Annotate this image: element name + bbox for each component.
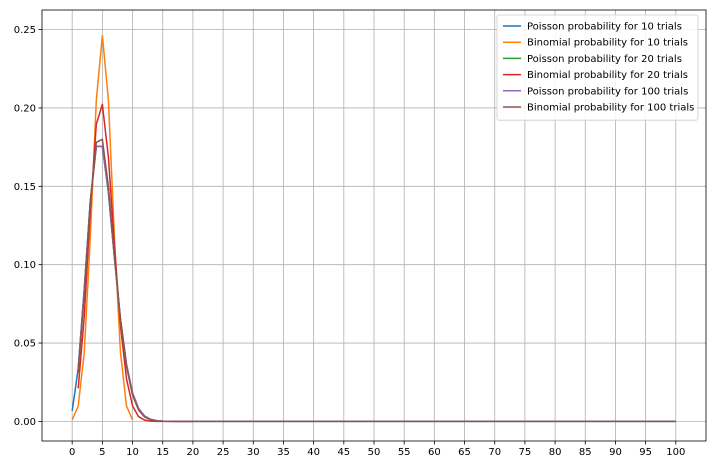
x-tick-label: 60 bbox=[428, 447, 441, 458]
x-axis: 0 5 10 15 20 25 30 35 40 45 50 55 60 65 70 75 80 85 90 95 10… bbox=[69, 441, 685, 458]
legend-label: Binomial probability for 100 trials bbox=[527, 103, 694, 114]
series-layer bbox=[71, 34, 676, 423]
series-line-2 bbox=[71, 34, 134, 421]
y-tick-label: 0.10 bbox=[14, 260, 36, 271]
x-tick-label: 35 bbox=[277, 447, 290, 458]
x-tick-label: 95 bbox=[639, 447, 652, 458]
x-tick-label: 25 bbox=[217, 447, 230, 458]
legend-label: Poisson probability for 100 trials bbox=[527, 86, 688, 97]
x-tick-label: 100 bbox=[666, 447, 685, 458]
y-tick-label: 0.15 bbox=[14, 182, 36, 193]
x-tick-label: 65 bbox=[458, 447, 471, 458]
legend-label: Binomial probability for 20 trials bbox=[527, 70, 688, 81]
x-tick-label: 85 bbox=[579, 447, 592, 458]
x-tick-label: 0 bbox=[69, 447, 75, 458]
y-tick-label: 0.05 bbox=[14, 339, 36, 350]
legend-label: Binomial probability for 10 trials bbox=[527, 38, 688, 49]
legend-label: Poisson probability for 10 trials bbox=[527, 22, 682, 33]
legend: Poisson probability for 10 trials Binomia… bbox=[496, 14, 699, 121]
x-tick-label: 50 bbox=[368, 447, 381, 458]
y-tick-label: 0.25 bbox=[14, 25, 36, 36]
x-tick-label: 30 bbox=[247, 447, 260, 458]
legend-label: Poisson probability for 20 trials bbox=[527, 54, 682, 65]
x-tick-label: 55 bbox=[398, 447, 411, 458]
y-tick-label: 0.00 bbox=[14, 417, 36, 428]
x-tick-label: 40 bbox=[307, 447, 320, 458]
x-tick-label: 15 bbox=[156, 447, 169, 458]
y-axis: 0.00 0.05 0.10 0.15 0.20 0.25 bbox=[14, 25, 42, 428]
x-tick-label: 20 bbox=[187, 447, 200, 458]
legend-box bbox=[496, 14, 699, 121]
x-tick-label: 45 bbox=[337, 447, 350, 458]
y-tick-label: 0.20 bbox=[14, 103, 36, 114]
x-tick-label: 80 bbox=[549, 447, 562, 458]
x-tick-label: 5 bbox=[99, 447, 105, 458]
x-tick-label: 70 bbox=[488, 447, 501, 458]
x-tick-label: 75 bbox=[519, 447, 532, 458]
x-tick-label: 90 bbox=[609, 447, 622, 458]
series-line-6 bbox=[77, 138, 676, 423]
x-tick-label: 10 bbox=[126, 447, 139, 458]
